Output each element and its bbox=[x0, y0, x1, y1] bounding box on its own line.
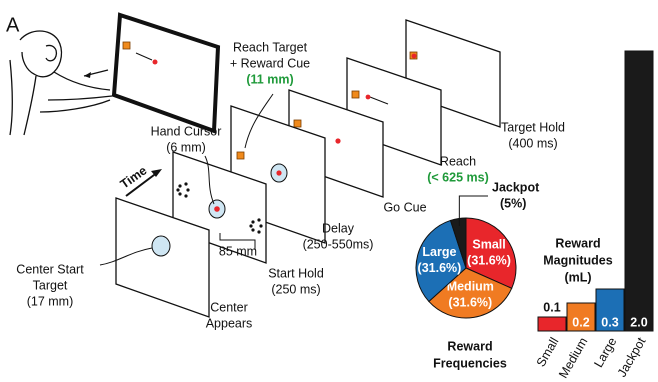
target bbox=[236, 151, 245, 160]
slice-value: (5%) bbox=[500, 196, 526, 210]
reach-line bbox=[369, 96, 389, 105]
label: Delay bbox=[322, 221, 355, 235]
slice-label: Medium bbox=[447, 279, 494, 293]
label: Reach Target bbox=[233, 40, 308, 54]
leader-line bbox=[458, 195, 488, 227]
distance-bracket bbox=[219, 233, 256, 250]
cursor bbox=[365, 94, 371, 100]
pie-slice bbox=[415, 219, 467, 303]
target bbox=[293, 119, 302, 128]
label: Start Hold bbox=[268, 266, 324, 280]
label: (250 ms) bbox=[271, 282, 320, 296]
label: (11 mm) bbox=[246, 72, 293, 86]
target bbox=[351, 90, 360, 99]
label: Target Hold bbox=[501, 120, 565, 134]
bar-value-label: 0.1 bbox=[543, 300, 560, 314]
label: + Reward Cue bbox=[230, 56, 310, 70]
x-tick-label: Jackpot bbox=[615, 335, 649, 380]
leader-line bbox=[204, 155, 215, 205]
label: Appears bbox=[206, 316, 253, 330]
label: (< 625 ms) bbox=[427, 170, 489, 184]
label: Hand Cursor bbox=[151, 124, 222, 138]
bar-value-label: 0.2 bbox=[572, 315, 589, 329]
label: Center Start bbox=[16, 262, 84, 276]
pie-slice bbox=[465, 217, 517, 289]
cursor bbox=[214, 206, 220, 212]
chart-title: Reward bbox=[447, 339, 492, 353]
target bbox=[122, 41, 131, 50]
label: Target bbox=[33, 278, 68, 292]
label: Reach bbox=[440, 154, 476, 168]
arrowhead bbox=[151, 169, 162, 177]
slice-value: (31.6%) bbox=[467, 253, 511, 267]
bar bbox=[537, 316, 567, 332]
label: Time bbox=[118, 163, 150, 191]
label: (250-550ms) bbox=[303, 237, 374, 251]
pie-slice bbox=[428, 267, 513, 319]
cursor bbox=[411, 53, 417, 59]
bar bbox=[624, 50, 654, 332]
bar bbox=[595, 288, 625, 332]
task-screen bbox=[111, 12, 221, 134]
label: (400 ms) bbox=[508, 136, 557, 150]
slice-label: Large bbox=[422, 245, 456, 259]
center-target bbox=[151, 235, 171, 257]
bar-value-label: 2.0 bbox=[630, 315, 647, 329]
arrowhead bbox=[84, 72, 91, 78]
slice-label: Small bbox=[472, 237, 505, 251]
screen-center-appears bbox=[115, 197, 210, 318]
leader-line bbox=[244, 93, 274, 149]
label: (17 mm) bbox=[27, 294, 74, 308]
label: (6 mm) bbox=[166, 140, 206, 154]
chart-title: (mL) bbox=[564, 270, 591, 284]
label: Center bbox=[210, 300, 248, 314]
cursor bbox=[152, 59, 158, 65]
bar bbox=[566, 302, 596, 332]
slice-value: (31.6%) bbox=[418, 261, 462, 275]
time-arrow bbox=[125, 171, 159, 197]
bar-value-label: 0.3 bbox=[601, 315, 618, 329]
chart-title: Frequencies bbox=[433, 356, 507, 370]
monkey bbox=[9, 30, 113, 136]
cursor bbox=[335, 138, 341, 144]
chart-title: Magnitudes bbox=[543, 253, 612, 267]
panel-label: A bbox=[6, 14, 20, 36]
cursor bbox=[276, 170, 282, 176]
leader-line bbox=[99, 247, 153, 266]
slice-label: Jackpot bbox=[492, 180, 540, 194]
label: Go Cue bbox=[383, 200, 426, 214]
x-tick-label: Medium bbox=[556, 335, 590, 381]
reach-line bbox=[135, 52, 153, 61]
x-tick-label: Large bbox=[591, 335, 619, 370]
slice-value: (31.6%) bbox=[448, 295, 492, 309]
label: 85 mm bbox=[219, 244, 257, 258]
chart-title: Reward bbox=[555, 236, 600, 250]
pie-slice bbox=[449, 217, 467, 269]
potential-targets bbox=[176, 182, 263, 234]
x-tick-label: Small bbox=[534, 335, 562, 369]
